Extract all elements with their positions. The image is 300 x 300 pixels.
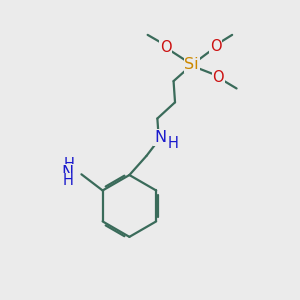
- Text: O: O: [210, 39, 222, 54]
- Text: H: H: [62, 173, 73, 188]
- Text: H: H: [167, 136, 178, 151]
- Text: Si: Si: [184, 57, 199, 72]
- Text: N: N: [61, 165, 73, 180]
- Text: O: O: [212, 70, 224, 85]
- Text: N: N: [154, 130, 167, 145]
- Text: H: H: [64, 158, 74, 172]
- Text: O: O: [160, 40, 172, 55]
